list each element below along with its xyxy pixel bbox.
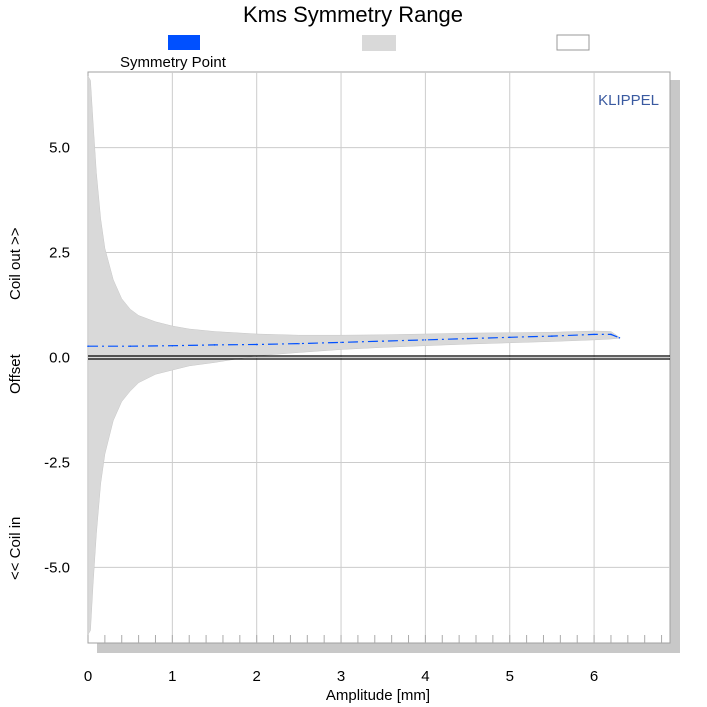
symmetry-point-marker	[424, 339, 427, 341]
y-tick-label--5.0: -5.0	[44, 559, 70, 576]
y-axis-label-coil-out: Coil out >>	[7, 227, 24, 300]
x-tick-label-5: 5	[506, 668, 514, 685]
x-tick-label-2: 2	[253, 668, 261, 685]
symmetry-point-marker	[87, 345, 89, 347]
symmetry-point-marker	[213, 344, 216, 346]
y-tick-label--2.5: -2.5	[44, 454, 70, 471]
x-tick-label-0: 0	[84, 668, 92, 685]
symmetry-point-marker	[610, 333, 612, 336]
symmetry-point-marker	[593, 333, 595, 336]
x-tick-label-3: 3	[337, 668, 345, 685]
x-tick-label-1: 1	[168, 668, 176, 685]
legend-swatch-empty	[556, 34, 590, 51]
y-axis-label-offset: Offset	[7, 353, 24, 394]
symmetry-point-marker	[255, 343, 258, 346]
x-tick-label-6: 6	[590, 668, 598, 685]
chart-title: Kms Symmetry Range	[243, 2, 463, 27]
symmetry-point-marker	[171, 344, 174, 347]
symmetry-point-marker	[298, 342, 300, 345]
plot-area	[87, 71, 671, 644]
legend-swatch-range	[362, 35, 396, 51]
plot-shadow-right	[670, 80, 680, 652]
watermark-klippel: KLIPPEL	[598, 92, 659, 109]
symmetry-point-marker	[129, 345, 131, 347]
symmetry-point-marker	[340, 341, 342, 344]
symmetry-point-marker	[508, 336, 511, 339]
symmetry-point-marker	[551, 335, 553, 337]
x-tick-label-4: 4	[421, 668, 429, 685]
y-tick-label-0.0: 0.0	[49, 350, 70, 367]
legend: Symmetry Point	[120, 34, 590, 71]
x-axis-label: Amplitude [mm]	[326, 687, 430, 704]
legend-swatch-symmetry-point	[168, 35, 200, 50]
symmetry-point-marker	[466, 337, 469, 340]
symmetry-point-marker	[382, 340, 385, 342]
y-axis-label-coil-in: << Coil in	[7, 517, 24, 580]
plot-shadow-bottom	[97, 643, 680, 653]
y-tick-label-2.5: 2.5	[49, 245, 70, 262]
y-tick-label-5.0: 5.0	[49, 140, 70, 157]
y-axis-label: << Coil in Offset Coil out >>	[7, 227, 24, 580]
legend-label-symmetry-point: Symmetry Point	[120, 54, 227, 71]
symmetry-point-marker	[618, 336, 621, 339]
